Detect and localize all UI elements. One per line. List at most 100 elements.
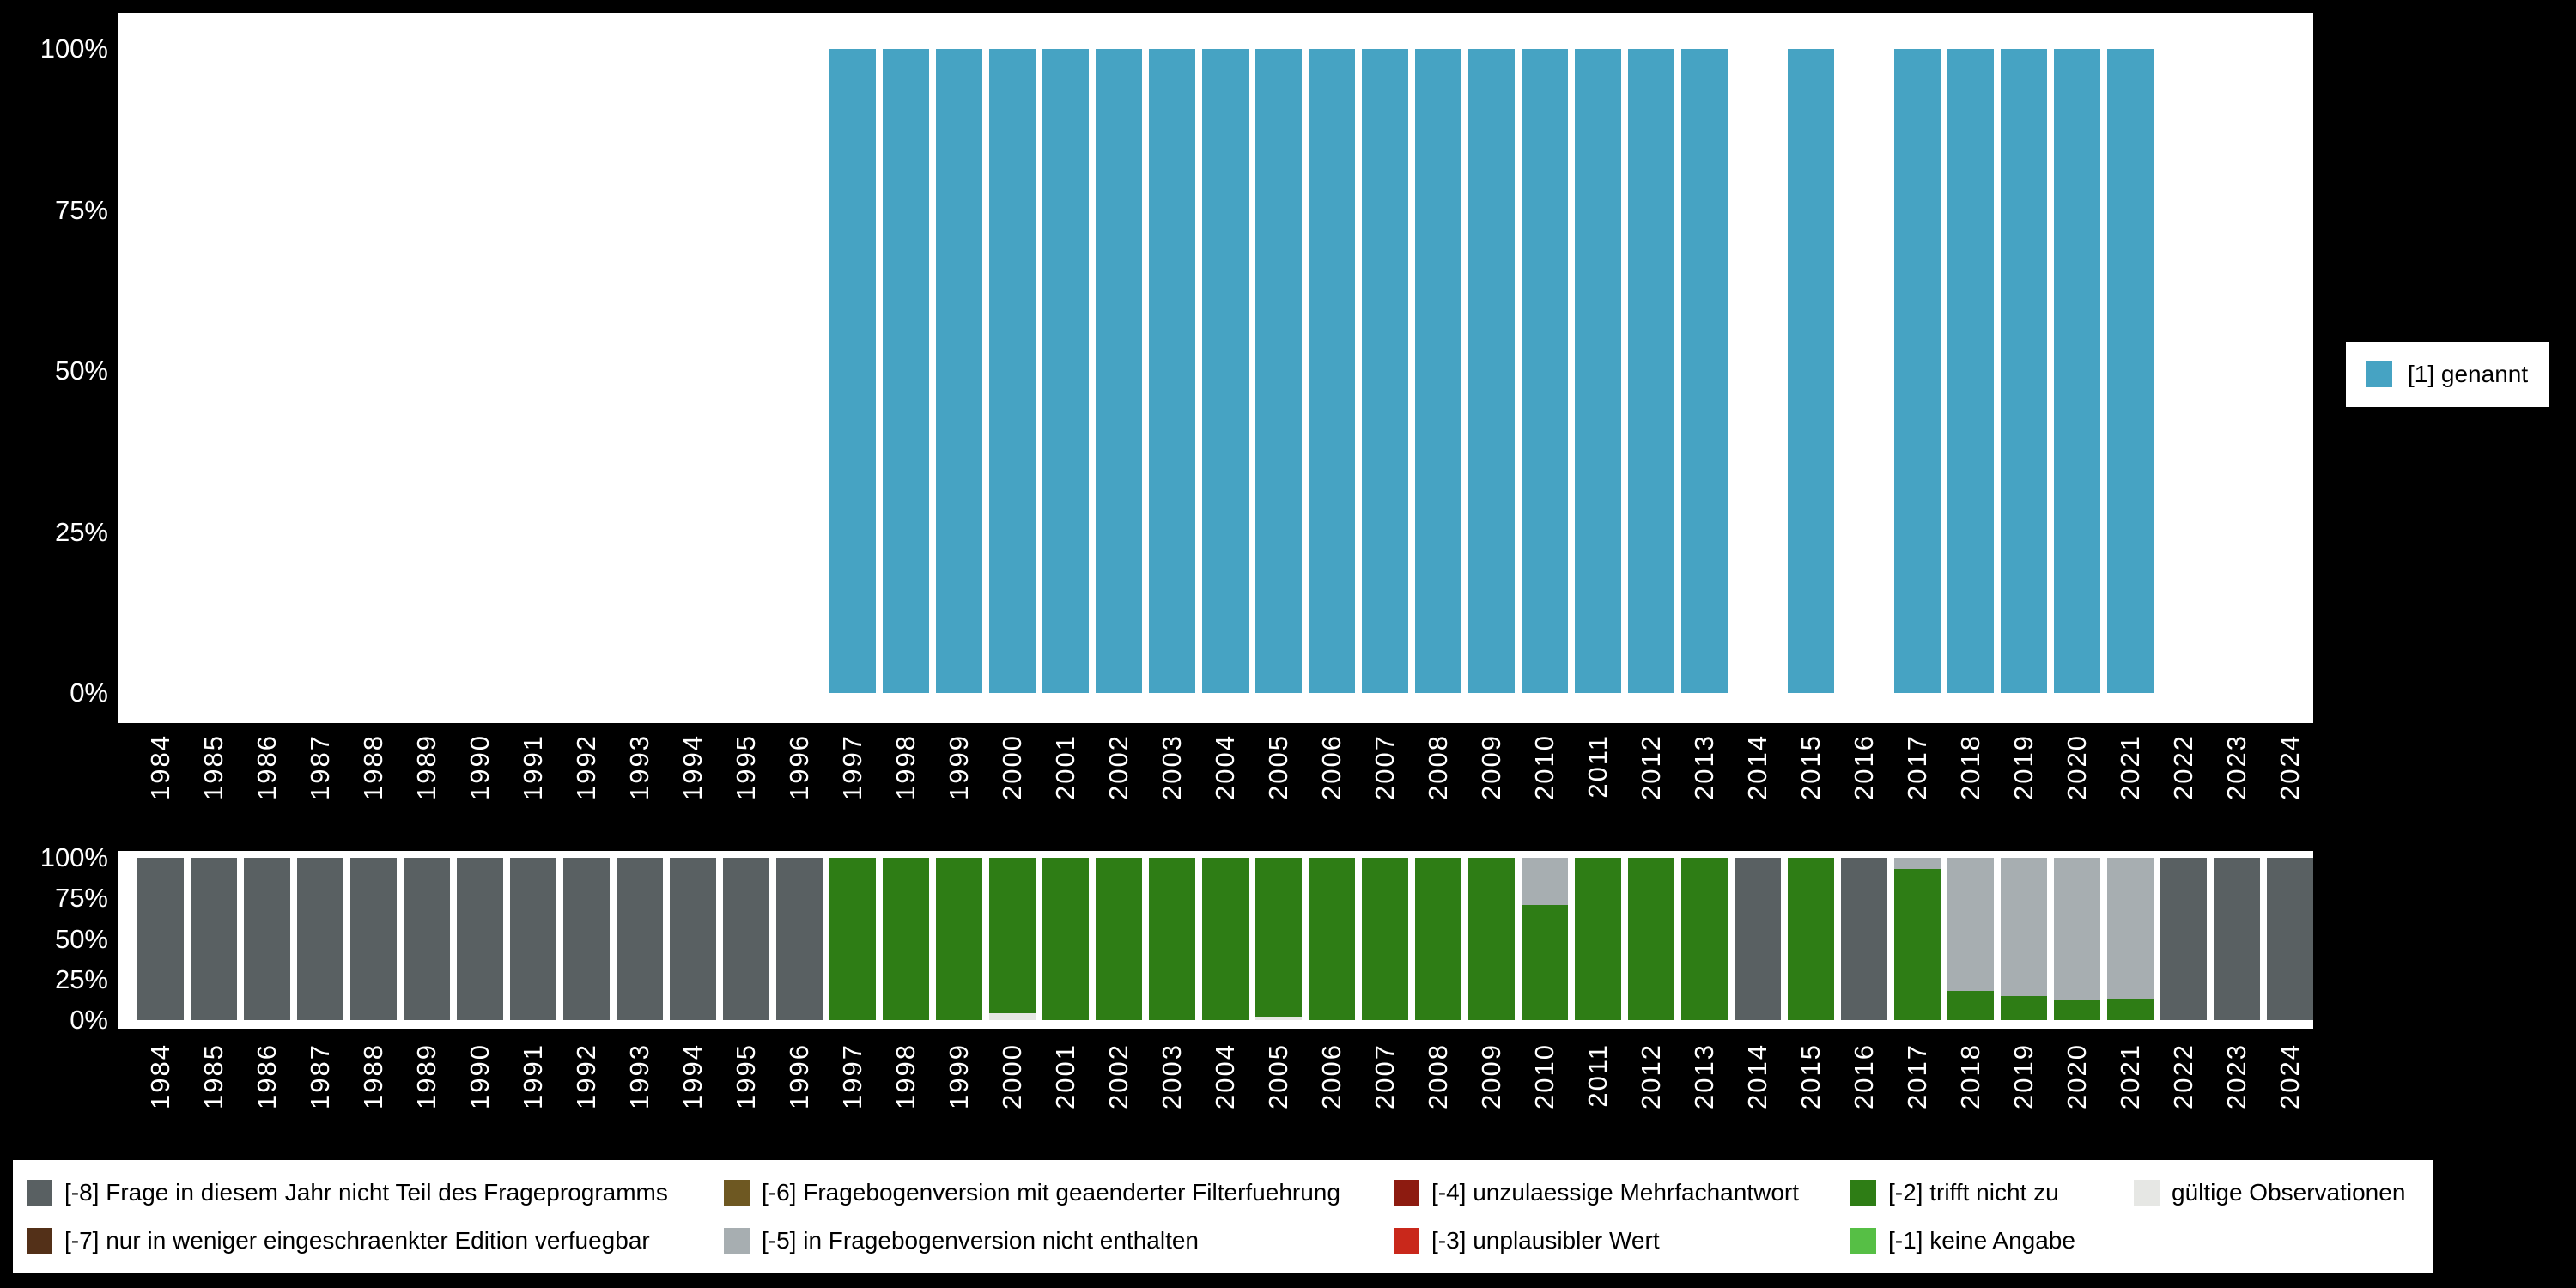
top-x-tick-label: 2010 — [1529, 734, 1559, 800]
bottom-x-tick-label: 2003 — [1157, 1043, 1187, 1109]
top-x-tick-label: 1990 — [465, 734, 495, 800]
top-x-tick-label: 1999 — [944, 734, 974, 800]
missing-code-segment — [1575, 858, 1621, 1020]
top-x-tick-label: 1984 — [145, 734, 175, 800]
legend-color-swatch — [1850, 1228, 1876, 1254]
top-x-tick-label: 2008 — [1423, 734, 1453, 800]
bottom-x-tick-label: 1994 — [677, 1043, 708, 1109]
missing-code-segment — [563, 858, 610, 1020]
bottom-x-tick-label: 2021 — [2115, 1043, 2145, 1109]
top-x-tick-label: 1986 — [252, 734, 282, 800]
legend-item-label: [-8] Frage in diesem Jahr nicht Teil des… — [64, 1179, 668, 1206]
valid-answer-bar — [829, 49, 876, 693]
legend-item: [-5] in Fragebogenversion nicht enthalte… — [724, 1227, 1394, 1255]
missing-code-segment — [1947, 990, 1994, 1020]
bottom-x-tick-label: 2018 — [1955, 1043, 1985, 1109]
valid-answer-bar — [1096, 49, 1142, 693]
bottom-x-tick-label: 1998 — [890, 1043, 920, 1109]
missing-code-segment — [2107, 999, 2154, 1020]
missing-code-segment — [350, 858, 397, 1020]
top-x-tick-label: 2018 — [1955, 734, 1985, 800]
bottom-x-tick-label: 1988 — [358, 1043, 388, 1109]
valid-answer-bar — [883, 49, 929, 693]
bottom-x-tick-label: 1992 — [571, 1043, 601, 1109]
top-x-tick-label: 1993 — [624, 734, 654, 800]
valid-answer-bar — [1522, 49, 1568, 693]
missing-code-segment — [936, 858, 982, 1020]
missing-code-segment — [137, 858, 184, 1020]
top-x-tick-label: 2020 — [2062, 734, 2092, 800]
bottom-y-tick-label: 25% — [54, 963, 108, 994]
top-x-tick-label: 2021 — [2115, 734, 2145, 800]
missing-code-segment — [1628, 858, 1674, 1020]
bottom-x-tick-label: 2013 — [1689, 1043, 1719, 1109]
missing-code-segment — [1522, 858, 1568, 905]
top-x-tick-label: 2012 — [1636, 734, 1666, 800]
top-x-tick-label: 2000 — [997, 734, 1027, 800]
top-x-tick-label: 2015 — [1795, 734, 1826, 800]
bottom-x-tick-label: 2006 — [1316, 1043, 1346, 1109]
bottom-x-tick-label: 2007 — [1370, 1043, 1400, 1109]
missing-code-segment — [1096, 858, 1142, 1020]
missing-code-segment — [829, 858, 876, 1020]
bottom-y-tick-label: 50% — [54, 923, 108, 954]
bottom-x-tick-label: 2019 — [2008, 1043, 2038, 1109]
legend-color-swatch — [1394, 1180, 1419, 1206]
bottom-x-tick-label: 2020 — [2062, 1043, 2092, 1109]
bottom-y-tick-label: 75% — [54, 883, 108, 914]
missing-code-segment — [1362, 858, 1408, 1020]
missing-code-segment — [2160, 858, 2207, 1020]
missing-code-segment — [1841, 858, 1887, 1020]
bottom-x-tick-label: 2015 — [1795, 1043, 1826, 1109]
valid-answer-bar — [2001, 49, 2047, 693]
missing-code-segment — [989, 1013, 1036, 1020]
top-x-tick-label: 1987 — [305, 734, 335, 800]
top-x-tick-label: 2005 — [1263, 734, 1293, 800]
missing-code-segment — [297, 858, 343, 1020]
top-x-tick-label: 2001 — [1050, 734, 1080, 800]
missing-code-segment — [510, 858, 556, 1020]
valid-answer-bar — [1149, 49, 1195, 693]
legend-color-swatch — [27, 1228, 52, 1254]
bottom-x-tick-label: 1991 — [518, 1043, 548, 1109]
missing-code-segment — [989, 858, 1036, 1014]
top-y-tick-label: 25% — [54, 516, 108, 547]
legend-color-swatch — [27, 1180, 52, 1206]
bottom-x-tick-label: 1987 — [305, 1043, 335, 1109]
missing-code-segment — [1202, 858, 1249, 1020]
top-x-tick-label: 1992 — [571, 734, 601, 800]
legend-item-label: [1] genannt — [2408, 361, 2529, 387]
missing-code-segment — [2054, 858, 2100, 1001]
bottom-x-tick-label: 1984 — [145, 1043, 175, 1109]
valid-answer-bar — [1947, 49, 1994, 693]
missing-code-segment — [1681, 858, 1728, 1020]
missing-code-segment — [1894, 869, 1941, 1020]
top-x-tick-label: 2009 — [1476, 734, 1506, 800]
missing-code-segment — [2054, 1000, 2100, 1020]
bottom-x-tick-label: 2009 — [1476, 1043, 1506, 1109]
missing-codes-chart-panel — [118, 851, 2313, 1029]
top-x-tick-label: 2006 — [1316, 734, 1346, 800]
missing-code-segment — [1788, 858, 1834, 1020]
bottom-x-tick-label: 2024 — [2275, 1043, 2305, 1109]
bottom-x-tick-label: 1996 — [784, 1043, 814, 1109]
bottom-x-tick-label: 1997 — [837, 1043, 867, 1109]
missing-code-segment — [457, 858, 503, 1020]
top-x-tick-label: 2002 — [1103, 734, 1133, 800]
valid-answer-bar — [1362, 49, 1408, 693]
valid-answer-bar — [1894, 49, 1941, 693]
missing-code-segment — [1255, 858, 1302, 1018]
missing-code-segment — [1894, 858, 1941, 870]
bottom-y-tick-label: 100% — [39, 842, 108, 872]
missing-code-segment — [2001, 858, 2047, 996]
valid-answer-bar — [1788, 49, 1834, 693]
legend-item-label: [-3] unplausibler Wert — [1431, 1227, 1660, 1254]
top-x-tick-label: 2017 — [1902, 734, 1932, 800]
bottom-x-tick-label: 2016 — [1849, 1043, 1879, 1109]
top-x-tick-label: 2024 — [2275, 734, 2305, 800]
top-x-tick-label: 1998 — [890, 734, 920, 800]
legend-color-swatch — [1850, 1180, 1876, 1206]
bottom-x-tick-label: 1995 — [731, 1043, 761, 1109]
missing-code-segment — [1149, 858, 1195, 1020]
missing-code-segment — [1042, 858, 1089, 1020]
